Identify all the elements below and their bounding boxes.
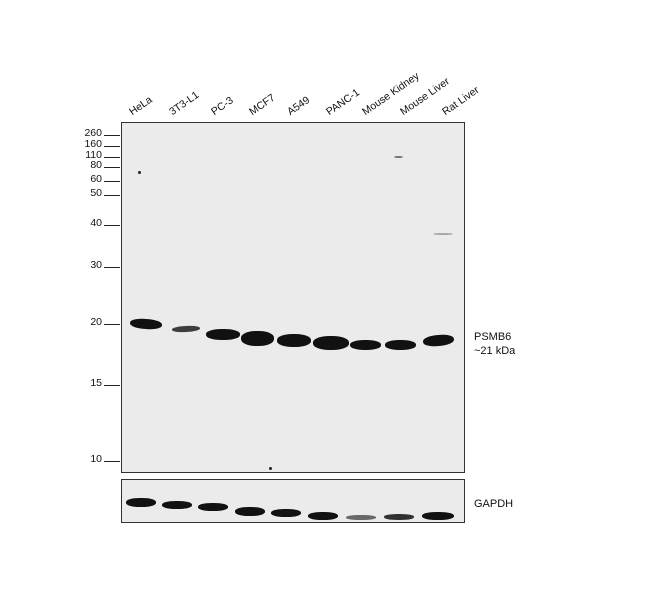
artifact-speck [394,156,403,158]
artifact-speck [269,467,272,470]
artifact-speck [433,233,453,235]
lane-label-panc-1: PANC-1 [324,86,362,118]
lane-label-rat-liver: Rat Liver [440,84,482,118]
mw-label-260: 260 [84,127,102,139]
mw-label-40: 40 [90,217,102,229]
mw-label-15: 15 [90,377,102,389]
artifact-speck [138,171,141,174]
mw-tick-50 [104,195,120,196]
mw-tick-110 [104,157,120,158]
band-rat-liver [422,333,455,348]
gapdh-band-mouse-liver [384,514,414,520]
gapdh-band-rat-liver [422,512,454,520]
band-pc-3 [206,329,240,340]
gapdh-band-hela [126,498,156,507]
blot-panel-gapdh [121,479,465,523]
lane-label-pc-3: PC-3 [209,94,236,118]
mw-tick-40 [104,225,120,226]
band-mouse-liver [385,340,416,350]
lane-label-mcf7: MCF7 [247,91,278,118]
band-3t3-l1 [171,325,201,333]
mw-tick-60 [104,181,120,182]
lane-label-a549: A549 [285,94,313,118]
gapdh-band-pc-3 [198,503,228,511]
gapdh-band-a549 [271,509,301,517]
mw-tick-160 [104,146,120,147]
band-mouse-kidney [350,340,381,350]
lane-label-3t3-l1: 3T3-L1 [167,89,202,118]
band-hela [129,317,163,331]
mw-tick-10 [104,461,120,462]
target-label: PSMB6 ~21 kDa [474,330,515,358]
target-size: ~21 kDa [474,345,516,357]
mw-tick-260 [104,135,120,136]
gapdh-band-mouse-kidney [346,515,376,520]
target-name: PSMB6 [474,331,512,343]
gapdh-band-mcf7 [235,507,265,516]
mw-label-20: 20 [90,316,102,328]
mw-label-30: 30 [90,259,102,271]
loading-control-label: GAPDH [474,498,514,510]
lane-label-hela: HeLa [127,93,155,118]
mw-label-60: 60 [90,173,102,185]
band-a549 [277,334,311,347]
band-panc-1 [313,336,349,350]
gapdh-band-3t3-l1 [162,501,192,509]
mw-tick-20 [104,324,120,325]
gapdh-band-panc-1 [308,512,338,520]
band-mcf7 [241,331,274,346]
mw-label-110: 110 [85,149,102,161]
blot-panel-target [121,122,465,473]
mw-label-80: 80 [90,159,102,171]
mw-label-50: 50 [90,187,102,199]
mw-tick-30 [104,267,120,268]
mw-tick-15 [104,385,120,386]
mw-label-160: 160 [84,138,102,150]
mw-label-10: 10 [90,453,102,465]
mw-tick-80 [104,167,120,168]
